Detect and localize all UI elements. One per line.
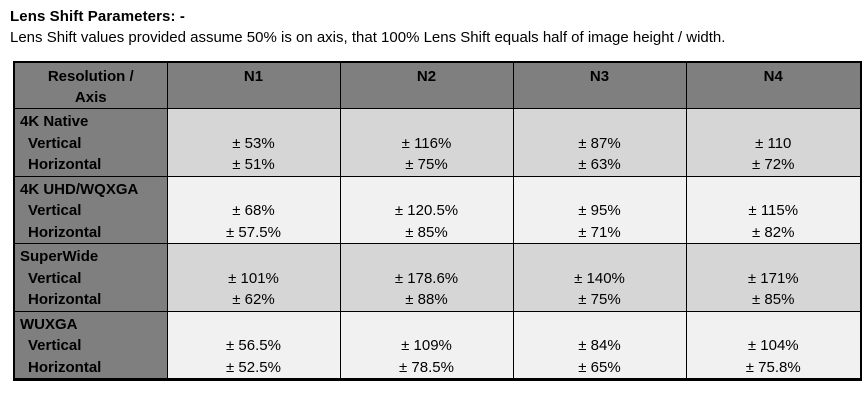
table-row-4k-native: 4K Native Vertical Horizontal ± 53% ± 51… (13, 108, 862, 177)
vertical-value: ± 116% (401, 134, 452, 152)
value-cell: ± 178.6% ± 88% (339, 243, 514, 312)
axis-label-horizontal: Horizontal (28, 223, 102, 241)
spacer (341, 111, 512, 133)
resolution-group-label: WUXGA (20, 315, 78, 333)
vertical-value: ± 115% (748, 202, 799, 219)
table-row-wuxga: WUXGA Vertical Horizontal ± 56.5% ± 52.5… (13, 310, 862, 380)
horizontal-value: ± 85% (405, 223, 448, 241)
value-cell: ± 140% ± 75% (512, 243, 687, 312)
value-cell: ± 120.5% ± 85% (339, 175, 514, 244)
header-col-n2: N2 (339, 61, 514, 109)
resolution-cell: 4K UHD/WQXGA Vertical Horizontal (13, 175, 168, 244)
axis-label-vertical: Vertical (28, 134, 82, 152)
spacer (168, 314, 339, 336)
value-cell: ± 109% ± 78.5% (339, 310, 514, 380)
header-resolution-line2: Axis (74, 89, 107, 106)
vertical-value: ± 56.5% (226, 337, 281, 354)
resolution-group-label: 4K Native (20, 113, 89, 130)
vertical-value: ± 110 (755, 134, 792, 152)
spacer (687, 111, 860, 133)
spacer (687, 246, 860, 268)
vertical-value: ± 140% (574, 269, 625, 287)
spacer (687, 179, 860, 201)
horizontal-value: ± 85% (752, 291, 795, 308)
horizontal-value: ± 82% (752, 223, 795, 241)
resolution-group-label: SuperWide (20, 248, 99, 265)
vertical-value: ± 109% (401, 337, 452, 354)
vertical-value: ± 84% (578, 337, 621, 354)
horizontal-value: ± 75% (405, 156, 448, 173)
horizontal-value: ± 71% (578, 223, 621, 241)
horizontal-value: ± 51% (232, 156, 275, 173)
resolution-cell: 4K Native Vertical Horizontal (13, 108, 168, 177)
vertical-value: ± 87% (578, 134, 621, 152)
vertical-value: ± 95% (578, 202, 621, 219)
page-title: Lens Shift Parameters: - (10, 8, 185, 25)
vertical-value: ± 101% (228, 269, 279, 287)
header-col-n4: N4 (685, 61, 862, 109)
value-cell: ± 110 ± 72% (685, 108, 862, 177)
resolution-group-label: 4K UHD/WQXGA (20, 180, 139, 198)
value-cell: ± 87% ± 63% (512, 108, 687, 177)
axis-label-horizontal: Horizontal (28, 156, 102, 173)
vertical-value: ± 53% (232, 134, 275, 152)
vertical-value: ± 178.6% (394, 269, 459, 287)
value-cell: ± 115% ± 82% (685, 175, 862, 244)
value-cell: ± 104% ± 75.8% (685, 310, 862, 380)
vertical-value: ± 171% (747, 269, 799, 287)
value-cell: ± 68% ± 57.5% (166, 175, 341, 244)
value-cell: ± 53% ± 51% (166, 108, 341, 177)
value-cell: ± 171% ± 85% (685, 243, 862, 312)
horizontal-value: ± 75% (578, 291, 621, 308)
header-col-n3: N3 (512, 61, 687, 109)
axis-label-horizontal: Horizontal (28, 358, 102, 376)
header-resolution-line1: Resolution / (47, 68, 134, 85)
horizontal-value: ± 57.5% (226, 223, 281, 241)
horizontal-value: ± 75.8% (745, 358, 801, 376)
spacer (341, 246, 512, 268)
resolution-cell: SuperWide Vertical Horizontal (13, 243, 168, 312)
value-cell: ± 56.5% ± 52.5% (166, 310, 341, 380)
table-header-row: Resolution / Axis N1 N2 N3 N4 (13, 61, 862, 109)
spacer (514, 111, 685, 133)
spacer (341, 179, 512, 201)
spacer (168, 179, 339, 201)
axis-label-vertical: Vertical (28, 202, 82, 219)
vertical-value: ± 104% (747, 337, 799, 354)
horizontal-value: ± 65% (578, 358, 621, 376)
value-cell: ± 84% ± 65% (512, 310, 687, 380)
page-subtitle: Lens Shift values provided assume 50% is… (10, 29, 726, 46)
value-cell: ± 95% ± 71% (512, 175, 687, 244)
axis-label-vertical: Vertical (28, 337, 82, 354)
horizontal-value: ± 63% (578, 156, 621, 173)
spacer (514, 246, 685, 268)
table-row-superwide: SuperWide Vertical Horizontal ± 101% ± 6… (13, 243, 862, 312)
horizontal-value: ± 88% (405, 291, 448, 308)
axis-label-vertical: Vertical (28, 269, 82, 287)
lens-shift-table: Resolution / Axis N1 N2 N3 N4 4K Native … (13, 61, 862, 381)
header-resolution-axis: Resolution / Axis (13, 61, 168, 109)
vertical-value: ± 120.5% (394, 202, 459, 219)
spacer (687, 314, 860, 336)
header-col-n1: N1 (166, 61, 341, 109)
spacer (514, 314, 685, 336)
spacer (168, 111, 339, 133)
resolution-cell: WUXGA Vertical Horizontal (13, 310, 168, 380)
spacer (341, 314, 512, 336)
spacer (514, 179, 685, 201)
axis-label-horizontal: Horizontal (28, 291, 102, 308)
value-cell: ± 116% ± 75% (339, 108, 514, 177)
horizontal-value: ± 52.5% (226, 358, 281, 376)
table-row-4k-uhd-wqxga: 4K UHD/WQXGA Vertical Horizontal ± 68% ±… (13, 175, 862, 244)
value-cell: ± 101% ± 62% (166, 243, 341, 312)
horizontal-value: ± 72% (752, 156, 795, 173)
horizontal-value: ± 62% (232, 291, 275, 308)
vertical-value: ± 68% (232, 202, 275, 219)
spacer (168, 246, 339, 268)
horizontal-value: ± 78.5% (399, 358, 454, 376)
